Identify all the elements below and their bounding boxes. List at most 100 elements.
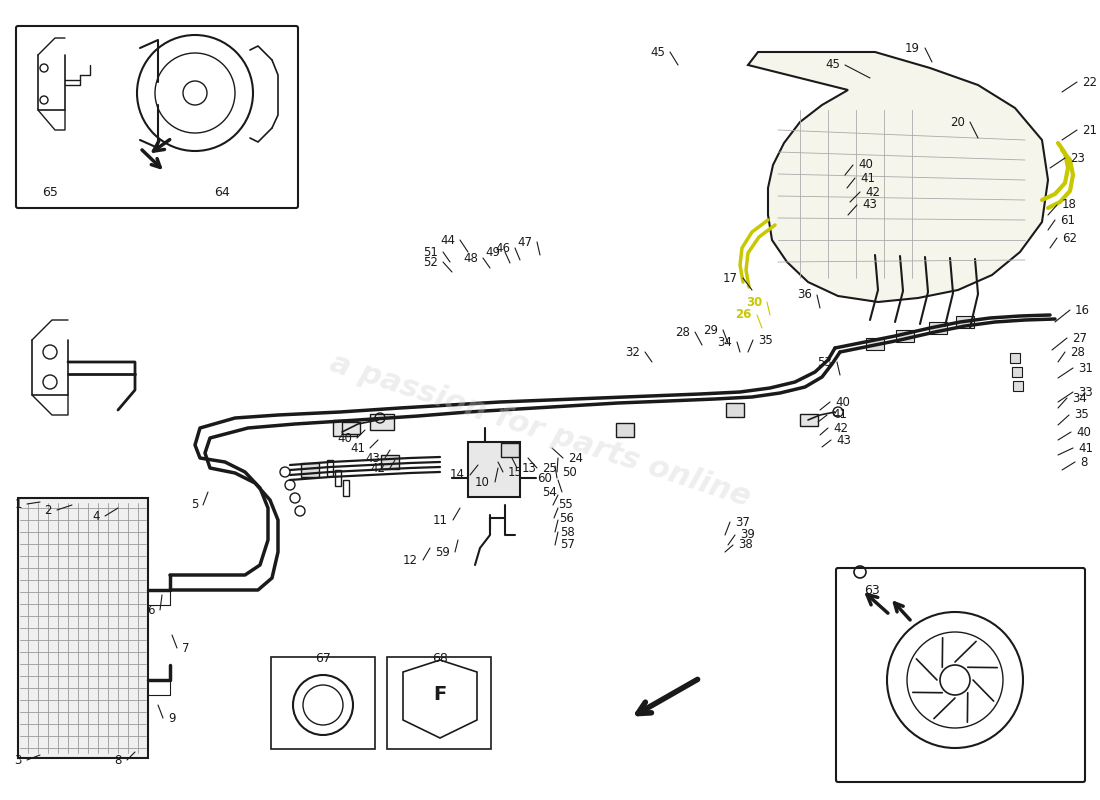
Bar [1013, 381, 1023, 391]
Bar [1012, 367, 1022, 377]
Text: 51: 51 [424, 246, 438, 258]
Text: 4: 4 [92, 510, 100, 522]
Text: 35: 35 [758, 334, 772, 346]
Bar [333, 420, 358, 436]
Text: 35: 35 [1074, 409, 1089, 422]
Text: 8: 8 [1080, 455, 1088, 469]
Text: 41: 41 [832, 409, 847, 422]
Text: 31: 31 [1078, 362, 1093, 374]
Text: 48: 48 [463, 251, 478, 265]
Bar [342, 422, 360, 434]
Text: 45: 45 [650, 46, 666, 58]
Text: 20: 20 [950, 115, 965, 129]
Text: 60: 60 [537, 471, 552, 485]
Text: 55: 55 [558, 498, 573, 511]
Text: 43: 43 [836, 434, 851, 446]
Text: 41: 41 [350, 442, 365, 454]
Text: 46: 46 [495, 242, 510, 254]
Text: 47: 47 [517, 235, 532, 249]
Bar [336, 470, 341, 486]
Text: 49: 49 [485, 246, 501, 258]
Bar [896, 330, 914, 342]
Text: 68: 68 [432, 651, 448, 665]
Text: 41: 41 [1078, 442, 1093, 454]
Bar [800, 414, 818, 426]
Text: 13: 13 [522, 462, 537, 474]
Bar [343, 480, 349, 496]
Text: 65: 65 [42, 186, 58, 198]
Text: 34: 34 [717, 335, 732, 349]
Text: 25: 25 [542, 462, 557, 474]
Text: 40: 40 [1076, 426, 1091, 438]
Text: 6: 6 [147, 603, 155, 617]
Text: 58: 58 [560, 526, 574, 538]
Text: 64: 64 [214, 186, 230, 198]
Text: 54: 54 [542, 486, 557, 498]
Text: 23: 23 [1070, 151, 1085, 165]
FancyBboxPatch shape [16, 26, 298, 208]
Text: 7: 7 [182, 642, 189, 654]
Text: 14: 14 [450, 469, 465, 482]
Text: 45: 45 [825, 58, 840, 71]
Text: 59: 59 [436, 546, 450, 558]
Text: 36: 36 [798, 289, 812, 302]
FancyBboxPatch shape [271, 657, 375, 749]
Bar [18, 498, 148, 758]
Bar [500, 443, 519, 457]
Text: 24: 24 [568, 451, 583, 465]
FancyBboxPatch shape [836, 568, 1085, 782]
Polygon shape [403, 660, 477, 738]
Bar [956, 316, 974, 328]
Text: 9: 9 [168, 711, 176, 725]
Text: 43: 43 [365, 451, 380, 465]
Text: 37: 37 [735, 515, 750, 529]
Text: 5: 5 [190, 498, 198, 511]
Text: 62: 62 [1062, 231, 1077, 245]
Text: a passion for parts online: a passion for parts online [326, 348, 755, 512]
Text: 40: 40 [337, 431, 352, 445]
Text: 12: 12 [403, 554, 418, 566]
Text: 57: 57 [560, 538, 575, 551]
Bar [327, 460, 333, 476]
Text: 30: 30 [746, 295, 762, 309]
Bar [616, 423, 634, 437]
Text: 53: 53 [817, 355, 832, 369]
Text: 42: 42 [865, 186, 880, 198]
Text: 28: 28 [675, 326, 690, 338]
Bar [1010, 353, 1020, 363]
FancyBboxPatch shape [387, 657, 491, 749]
Text: F: F [433, 686, 447, 705]
Text: 19: 19 [905, 42, 920, 54]
Text: 42: 42 [370, 462, 385, 474]
Text: 61: 61 [1060, 214, 1075, 226]
Bar [301, 463, 319, 477]
Text: 21: 21 [1082, 123, 1097, 137]
Text: 43: 43 [862, 198, 877, 211]
Text: 34: 34 [1072, 391, 1087, 405]
Text: 17: 17 [723, 271, 738, 285]
Text: 39: 39 [740, 529, 755, 542]
Text: 33: 33 [1078, 386, 1092, 398]
Text: 63: 63 [865, 583, 880, 597]
Text: 42: 42 [833, 422, 848, 434]
Text: 44: 44 [440, 234, 455, 246]
Bar [381, 455, 399, 469]
Text: 28: 28 [1070, 346, 1085, 358]
Text: 16: 16 [1075, 303, 1090, 317]
Text: 40: 40 [835, 395, 850, 409]
Text: 22: 22 [1082, 75, 1097, 89]
Text: 40: 40 [858, 158, 873, 171]
Bar [930, 322, 947, 334]
Text: 52: 52 [424, 255, 438, 269]
Text: 38: 38 [738, 538, 752, 551]
Text: 3: 3 [14, 754, 22, 766]
Text: 29: 29 [703, 323, 718, 337]
Bar [370, 414, 394, 430]
Text: 56: 56 [559, 511, 574, 525]
Text: 8: 8 [114, 754, 122, 766]
Text: 27: 27 [1072, 331, 1087, 345]
Text: 1: 1 [14, 498, 22, 510]
Polygon shape [748, 52, 1048, 302]
Text: 67: 67 [315, 651, 331, 665]
Text: 32: 32 [625, 346, 640, 358]
